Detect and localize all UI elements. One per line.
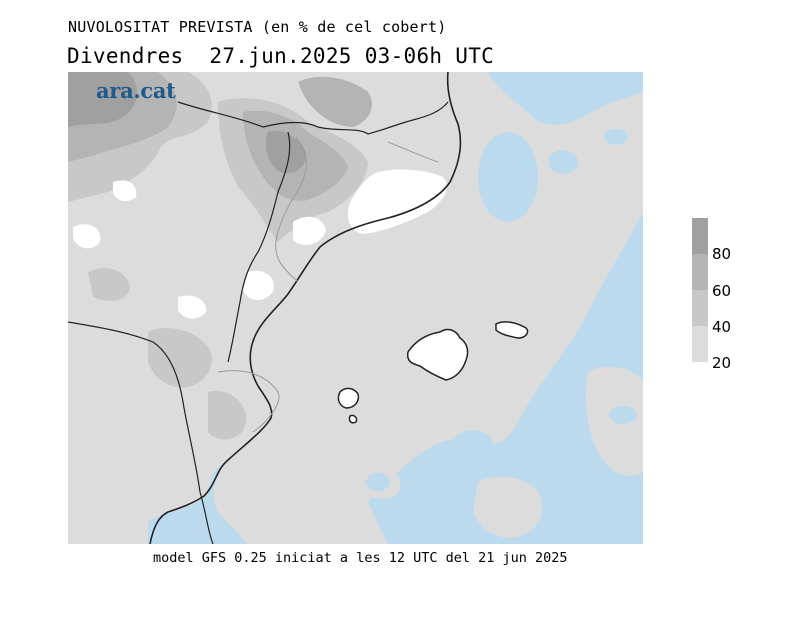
- model-run-footer: model GFS 0.25 iniciat a les 12 UTC del …: [153, 550, 568, 566]
- cloud-cover-legend: [692, 218, 708, 362]
- border-spain-portugal: [68, 321, 214, 544]
- ara-cat-logo: ara.cat: [96, 78, 176, 103]
- sea-clear-patches: [366, 129, 637, 491]
- legend-label-60: 60: [712, 282, 732, 300]
- legend-label-80: 80: [712, 245, 732, 263]
- legend-swatch-40: [692, 290, 708, 326]
- map-title: NUVOLOSITAT PREVISTA (en % de cel cobert…: [68, 18, 447, 36]
- land-clear-patches: [73, 169, 448, 319]
- border-france-spain: [177, 101, 449, 135]
- cloud-cover-map: [68, 72, 643, 544]
- map-canvas: [68, 72, 643, 544]
- ibiza-island: [337, 387, 360, 409]
- legend-swatch-60: [692, 254, 708, 290]
- mallorca-island: [406, 328, 469, 381]
- regional-borders: [217, 136, 439, 433]
- balearic-islands: [337, 321, 529, 424]
- coastline: [149, 72, 462, 544]
- legend-label-40: 40: [712, 318, 732, 336]
- menorca-island: [495, 321, 529, 339]
- map-subtitle-date: Divendres 27.jun.2025 03-06h UTC: [67, 44, 495, 68]
- legend-swatch-20: [692, 326, 708, 362]
- legend-swatch-80: [692, 218, 708, 254]
- formentera-island: [348, 414, 358, 424]
- legend-label-20: 20: [712, 354, 732, 372]
- borders: [68, 101, 449, 544]
- land-cloud-80: [68, 72, 307, 174]
